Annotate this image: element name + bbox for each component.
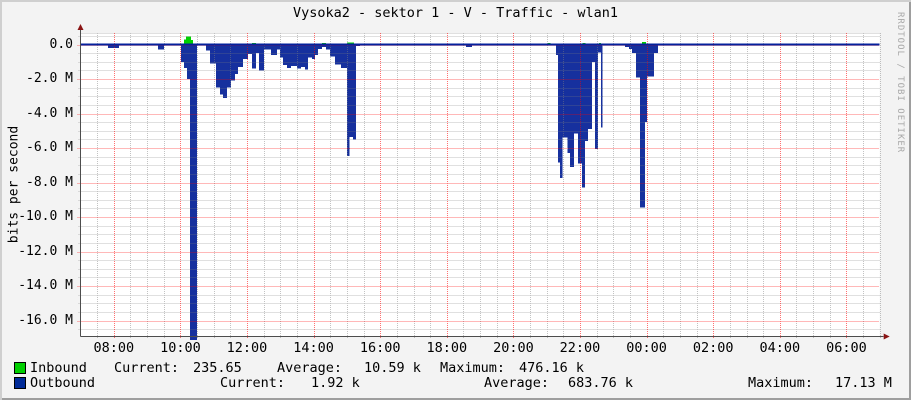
y-tick-label: -2.0 M bbox=[26, 71, 73, 86]
x-axis-arrow bbox=[883, 333, 890, 340]
rrdtool-watermark: RRDTOOL / TOBI OETIKER bbox=[895, 12, 905, 154]
outbound-average-value: 683.76 k bbox=[568, 375, 634, 391]
outbound-swatch bbox=[14, 377, 26, 389]
x-tick-label: 10:00 bbox=[160, 340, 201, 356]
x-tick-label: 16:00 bbox=[359, 340, 401, 356]
inbound-area bbox=[184, 39, 187, 45]
x-tick-label: 12:00 bbox=[226, 340, 268, 356]
outbound-average-label: Average: bbox=[484, 375, 550, 391]
inbound-current-value: 235.65 bbox=[193, 360, 242, 376]
y-tick-label: -10.0 M bbox=[18, 209, 73, 224]
outbound-current-label: Current: bbox=[220, 375, 286, 391]
y-tick-label: 0.0 bbox=[49, 36, 73, 52]
y-tick-label: -16.0 M bbox=[18, 312, 73, 328]
inbound-maximum-label: Maximum: bbox=[440, 360, 506, 376]
y-tick-label: -6.0 M bbox=[26, 140, 73, 155]
y-tick-label: -8.0 M bbox=[26, 174, 73, 190]
x-tick-label: 14:00 bbox=[293, 340, 334, 356]
graph-title: Vysoka2 - sektor 1 - V - Traffic - wlan1 bbox=[292, 5, 619, 21]
inbound-average-value: 10.59 k bbox=[364, 360, 421, 376]
x-tick-label: 08:00 bbox=[93, 340, 135, 356]
inbound-maximum-value: 476.16 k bbox=[519, 360, 585, 376]
plot-canvas bbox=[80, 33, 880, 336]
x-tick-label: 22:00 bbox=[559, 340, 601, 356]
outbound-maximum-label: Maximum: bbox=[748, 375, 814, 391]
inbound-area bbox=[191, 40, 194, 45]
y-tick-label: -12.0 M bbox=[18, 243, 73, 259]
x-tick-label: 04:00 bbox=[759, 340, 801, 356]
inbound-current-label: Current: bbox=[114, 360, 180, 376]
inbound-area bbox=[186, 36, 192, 45]
major-grid bbox=[77, 33, 880, 339]
x-tick-label: 20:00 bbox=[493, 340, 534, 356]
y-tick-label: -4.0 M bbox=[26, 105, 73, 121]
inbound-series-name: Inbound bbox=[30, 360, 87, 376]
y-tick-label: -14.0 M bbox=[18, 278, 73, 293]
outbound-current-value: 1.92 k bbox=[311, 375, 360, 391]
x-tick-label: 00:00 bbox=[626, 340, 667, 356]
outbound-series-name: Outbound bbox=[30, 375, 96, 391]
outbound-maximum-value: 17.13 M bbox=[835, 375, 892, 391]
y-axis-arrow bbox=[77, 24, 84, 30]
minor-grid bbox=[78, 33, 881, 338]
inbound-average-label: Average: bbox=[277, 360, 343, 376]
x-tick-label: 06:00 bbox=[826, 340, 867, 356]
inbound-swatch bbox=[14, 362, 26, 374]
x-tick-label: 02:00 bbox=[692, 340, 734, 356]
x-tick-label: 18:00 bbox=[426, 340, 468, 356]
